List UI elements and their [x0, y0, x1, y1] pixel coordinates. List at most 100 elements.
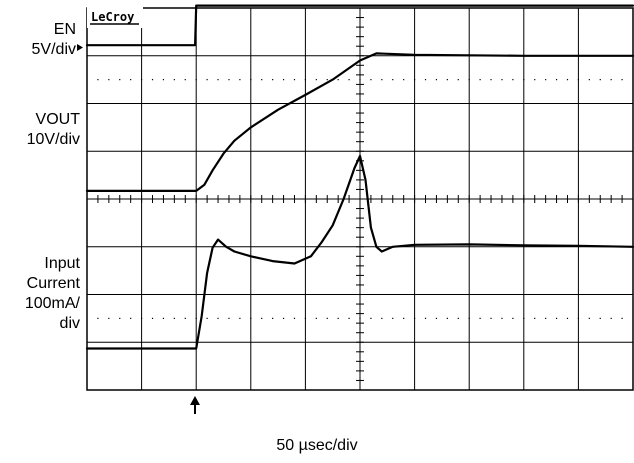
- grid-dot: [577, 79, 579, 81]
- en-level-marker-icon: [77, 44, 83, 51]
- grid-dot: [272, 79, 274, 81]
- grid-dot: [490, 79, 492, 81]
- grid-dot: [457, 317, 459, 319]
- grid-dot: [97, 79, 99, 81]
- grid-dot: [228, 79, 230, 81]
- grid-dot: [523, 317, 525, 319]
- grid-dot: [348, 79, 350, 81]
- grid-dot: [162, 79, 165, 81]
- svg-text:LeCroy: LeCroy: [91, 10, 134, 24]
- grid-dot: [304, 79, 306, 81]
- grid-dot: [621, 79, 623, 81]
- grid-dot: [523, 79, 525, 81]
- grid-dot: [151, 79, 154, 81]
- grid-dot: [599, 317, 601, 319]
- grid-dot: [293, 79, 296, 81]
- grid-dot: [555, 317, 558, 319]
- grid-dot: [130, 317, 132, 319]
- grid-dot: [381, 317, 383, 319]
- grid-dot: [468, 79, 470, 81]
- trace-en: [85, 4, 634, 47]
- grid-dot: [97, 317, 99, 319]
- grid-dot: [424, 79, 427, 81]
- grid-dot: [621, 317, 623, 319]
- grid-dot: [141, 317, 143, 319]
- grid-dot: [501, 317, 503, 319]
- grid-dot: [588, 79, 590, 81]
- graticule: [86, 7, 634, 391]
- grid-dot: [337, 317, 339, 319]
- grid-dot: [261, 79, 263, 81]
- grid-dot: [108, 317, 110, 319]
- traces: [85, 4, 634, 350]
- grid-dot: [250, 317, 252, 319]
- grid-dot: [326, 79, 328, 81]
- grid-dot: [195, 317, 197, 319]
- channel-label-en: EN 5V/div: [31, 21, 76, 58]
- grid-dot: [403, 79, 405, 81]
- grid-dot: [414, 79, 416, 81]
- grid-dot: [545, 317, 547, 319]
- grid-dot: [151, 317, 154, 319]
- trace-input-current: [85, 154, 634, 350]
- grid-dot: [206, 79, 208, 81]
- grid-dot: [217, 317, 219, 319]
- grid-dot: [479, 79, 481, 81]
- grid-dot: [195, 79, 197, 81]
- grid-dot: [337, 79, 339, 81]
- grid-dot: [545, 79, 547, 81]
- grid-dot: [348, 317, 350, 319]
- grid-dot: [512, 79, 514, 81]
- brand-logo: LeCroy: [87, 6, 143, 28]
- grid-dot: [173, 79, 175, 81]
- grid-dot: [414, 317, 416, 319]
- grid-dot: [261, 317, 263, 319]
- grid-dot: [217, 79, 219, 81]
- grid-dot: [534, 317, 536, 319]
- grid-dot: [162, 317, 165, 319]
- grid-dot: [173, 317, 175, 319]
- grid-dot: [512, 317, 514, 319]
- grid-dot: [119, 79, 121, 81]
- grid-dot: [610, 79, 612, 81]
- grid-dot: [435, 79, 438, 81]
- grid-dot: [184, 317, 186, 319]
- grid-dot: [359, 79, 361, 81]
- grid-dot: [250, 79, 252, 81]
- grid-dot: [359, 317, 361, 319]
- grid-dot: [272, 317, 274, 319]
- grid-dot: [610, 317, 612, 319]
- grid-dot: [555, 79, 558, 81]
- grid-dot: [381, 79, 383, 81]
- grid-dot: [392, 317, 394, 319]
- grid-dot: [239, 79, 241, 81]
- grid-dot: [588, 317, 590, 319]
- grid-dot: [370, 317, 372, 319]
- grid-dot: [566, 317, 569, 319]
- grid-dot: [228, 317, 230, 319]
- grid-dot: [184, 79, 186, 81]
- trace-vout: [85, 52, 634, 192]
- grid-dot: [392, 79, 394, 81]
- grid-dot: [315, 317, 317, 319]
- grid-dot: [239, 317, 241, 319]
- grid-dot: [468, 317, 470, 319]
- timebase-label: 50 µsec/div: [276, 437, 358, 454]
- grid-dot: [315, 79, 317, 81]
- grid-dot: [577, 317, 579, 319]
- grid-dot: [490, 317, 492, 319]
- grid-dot: [446, 79, 448, 81]
- grid-dot: [282, 79, 285, 81]
- grid-dot: [282, 317, 285, 319]
- grid-dot: [599, 79, 601, 81]
- grid-dot: [304, 317, 306, 319]
- grid-dot: [403, 317, 405, 319]
- grid-dot: [479, 317, 481, 319]
- grid-dot: [457, 79, 459, 81]
- grid-dot: [370, 79, 372, 81]
- channel-label-vout: VOUT 10V/div: [26, 111, 80, 148]
- grid-dot: [119, 317, 121, 319]
- grid-dot: [206, 317, 208, 319]
- grid-dot: [566, 79, 569, 81]
